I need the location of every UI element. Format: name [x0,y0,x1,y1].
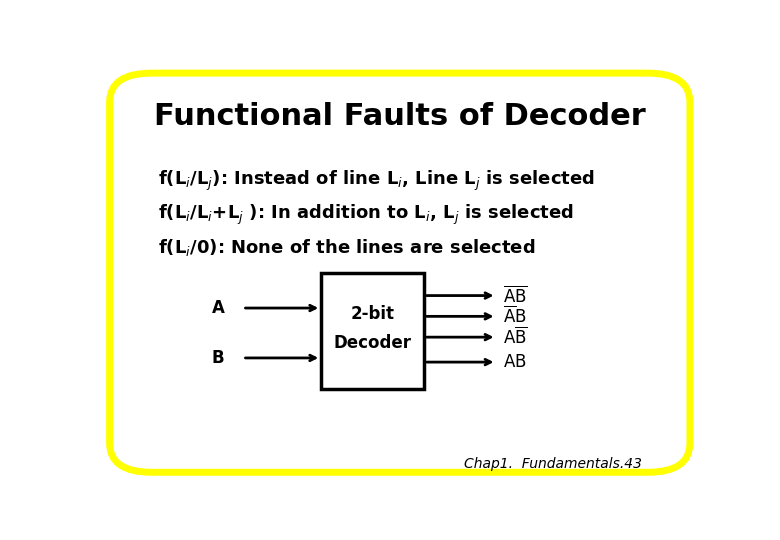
Text: A: A [211,299,225,317]
Text: Decoder: Decoder [334,334,412,353]
Text: $\overline{\mathrm{A}}\overline{\mathrm{B}}$: $\overline{\mathrm{A}}\overline{\mathrm{… [502,285,527,306]
Text: f(L$_i$/L$_j$): Instead of line L$_i$, Line L$_j$ is selected: f(L$_i$/L$_j$): Instead of line L$_i$, L… [158,169,595,193]
FancyBboxPatch shape [109,73,690,472]
Text: $\mathrm{AB}$: $\mathrm{AB}$ [502,353,526,371]
Text: 2-bit: 2-bit [350,305,395,323]
Text: B: B [212,349,225,367]
Text: Functional Faults of Decoder: Functional Faults of Decoder [154,102,646,131]
Bar [321,273,424,389]
Text: f(L$_i$/0): None of the lines are selected: f(L$_i$/0): None of the lines are select… [158,237,535,258]
Text: f(L$_i$/L$_i$+L$_j$ ): In addition to L$_i$, L$_j$ is selected: f(L$_i$/L$_i$+L$_j$ ): In addition to L$… [158,202,574,227]
Text: Chap1.  Fundamentals.43: Chap1. Fundamentals.43 [463,457,642,471]
Text: $\overline{\mathrm{A}}\mathrm{B}$: $\overline{\mathrm{A}}\mathrm{B}$ [502,306,526,327]
Text: $\mathrm{A}\overline{\mathrm{B}}$: $\mathrm{A}\overline{\mathrm{B}}$ [502,327,527,348]
